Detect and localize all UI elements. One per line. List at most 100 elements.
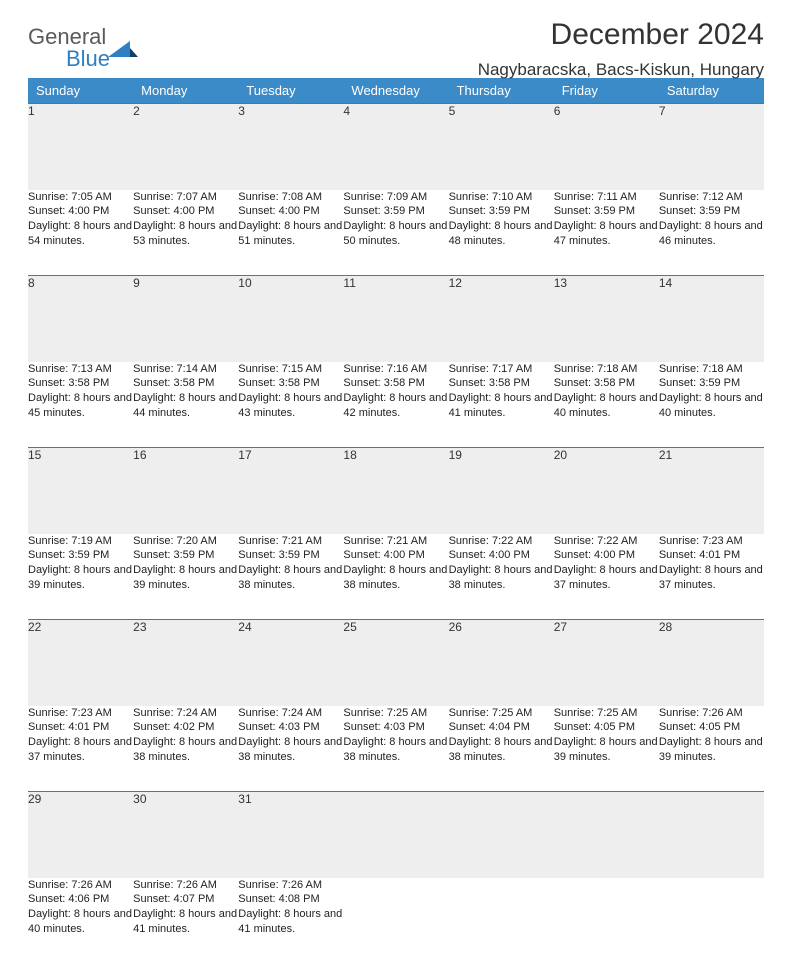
day-number-cell: 29 bbox=[28, 792, 133, 878]
day-content-cell: Sunrise: 7:07 AMSunset: 4:00 PMDaylight:… bbox=[133, 190, 238, 276]
sunset-text: Sunset: 4:00 PM bbox=[28, 204, 133, 219]
daylight-text: Daylight: 8 hours and 39 minutes. bbox=[28, 563, 133, 593]
day-content-cell: Sunrise: 7:21 AMSunset: 3:59 PMDaylight:… bbox=[238, 534, 343, 620]
sunset-text: Sunset: 3:59 PM bbox=[133, 548, 238, 563]
day-content-cell: Sunrise: 7:25 AMSunset: 4:03 PMDaylight:… bbox=[343, 706, 448, 792]
calendar-body: 1234567Sunrise: 7:05 AMSunset: 4:00 PMDa… bbox=[28, 104, 764, 964]
daylight-text: Daylight: 8 hours and 53 minutes. bbox=[133, 219, 238, 249]
weekday-header: Monday bbox=[133, 78, 238, 104]
sunrise-text: Sunrise: 7:20 AM bbox=[133, 534, 238, 549]
day-number-cell: 4 bbox=[343, 104, 448, 190]
day-content-cell: Sunrise: 7:26 AMSunset: 4:06 PMDaylight:… bbox=[28, 878, 133, 964]
day-number-cell: 25 bbox=[343, 620, 448, 706]
sunset-text: Sunset: 4:03 PM bbox=[238, 720, 343, 735]
sunrise-text: Sunrise: 7:12 AM bbox=[659, 190, 764, 205]
daylight-text: Daylight: 8 hours and 41 minutes. bbox=[133, 907, 238, 937]
day-content-cell: Sunrise: 7:21 AMSunset: 4:00 PMDaylight:… bbox=[343, 534, 448, 620]
sunrise-text: Sunrise: 7:22 AM bbox=[554, 534, 659, 549]
daylight-text: Daylight: 8 hours and 37 minutes. bbox=[28, 735, 133, 765]
sunset-text: Sunset: 3:58 PM bbox=[554, 376, 659, 391]
logo: General Blue bbox=[28, 24, 138, 76]
daylight-text: Daylight: 8 hours and 37 minutes. bbox=[659, 563, 764, 593]
daylight-text: Daylight: 8 hours and 41 minutes. bbox=[238, 907, 343, 937]
daylight-text: Daylight: 8 hours and 40 minutes. bbox=[28, 907, 133, 937]
day-number-cell bbox=[449, 792, 554, 878]
day-number-cell: 24 bbox=[238, 620, 343, 706]
location: Nagybaracska, Bacs-Kiskun, Hungary bbox=[478, 60, 764, 80]
day-number-cell: 26 bbox=[449, 620, 554, 706]
day-content-cell: Sunrise: 7:18 AMSunset: 3:58 PMDaylight:… bbox=[554, 362, 659, 448]
sunset-text: Sunset: 3:59 PM bbox=[449, 204, 554, 219]
sunrise-text: Sunrise: 7:08 AM bbox=[238, 190, 343, 205]
daylight-text: Daylight: 8 hours and 45 minutes. bbox=[28, 391, 133, 421]
weekday-header: Saturday bbox=[659, 78, 764, 104]
sunset-text: Sunset: 4:05 PM bbox=[659, 720, 764, 735]
sunset-text: Sunset: 3:58 PM bbox=[343, 376, 448, 391]
day-content-cell: Sunrise: 7:24 AMSunset: 4:03 PMDaylight:… bbox=[238, 706, 343, 792]
day-number-cell: 20 bbox=[554, 448, 659, 534]
day-number-cell: 12 bbox=[449, 276, 554, 362]
sunrise-text: Sunrise: 7:25 AM bbox=[554, 706, 659, 721]
daylight-text: Daylight: 8 hours and 38 minutes. bbox=[133, 735, 238, 765]
sunrise-text: Sunrise: 7:07 AM bbox=[133, 190, 238, 205]
logo-word2: Blue bbox=[66, 46, 110, 71]
day-content-cell: Sunrise: 7:12 AMSunset: 3:59 PMDaylight:… bbox=[659, 190, 764, 276]
day-number-cell: 17 bbox=[238, 448, 343, 534]
weekday-header: Wednesday bbox=[343, 78, 448, 104]
sunset-text: Sunset: 3:59 PM bbox=[238, 548, 343, 563]
sunset-text: Sunset: 3:59 PM bbox=[659, 376, 764, 391]
weekday-header: Sunday bbox=[28, 78, 133, 104]
day-number-cell: 15 bbox=[28, 448, 133, 534]
sunrise-text: Sunrise: 7:10 AM bbox=[449, 190, 554, 205]
day-content-cell: Sunrise: 7:24 AMSunset: 4:02 PMDaylight:… bbox=[133, 706, 238, 792]
day-number-cell: 23 bbox=[133, 620, 238, 706]
sunset-text: Sunset: 4:06 PM bbox=[28, 892, 133, 907]
day-number-cell bbox=[343, 792, 448, 878]
sunrise-text: Sunrise: 7:26 AM bbox=[238, 878, 343, 893]
daylight-text: Daylight: 8 hours and 50 minutes. bbox=[343, 219, 448, 249]
daylight-text: Daylight: 8 hours and 47 minutes. bbox=[554, 219, 659, 249]
sunrise-text: Sunrise: 7:18 AM bbox=[554, 362, 659, 377]
day-number-cell: 18 bbox=[343, 448, 448, 534]
day-content-cell bbox=[554, 878, 659, 964]
day-content-cell: Sunrise: 7:22 AMSunset: 4:00 PMDaylight:… bbox=[554, 534, 659, 620]
month-title: December 2024 bbox=[478, 18, 764, 52]
day-content-cell: Sunrise: 7:26 AMSunset: 4:07 PMDaylight:… bbox=[133, 878, 238, 964]
day-content-cell bbox=[659, 878, 764, 964]
sunrise-text: Sunrise: 7:23 AM bbox=[28, 706, 133, 721]
sunset-text: Sunset: 4:02 PM bbox=[133, 720, 238, 735]
week-content-row: Sunrise: 7:19 AMSunset: 3:59 PMDaylight:… bbox=[28, 534, 764, 620]
week-content-row: Sunrise: 7:13 AMSunset: 3:58 PMDaylight:… bbox=[28, 362, 764, 448]
daylight-text: Daylight: 8 hours and 38 minutes. bbox=[238, 563, 343, 593]
day-content-cell bbox=[449, 878, 554, 964]
daylight-text: Daylight: 8 hours and 38 minutes. bbox=[449, 563, 554, 593]
day-content-cell: Sunrise: 7:15 AMSunset: 3:58 PMDaylight:… bbox=[238, 362, 343, 448]
daylight-text: Daylight: 8 hours and 40 minutes. bbox=[554, 391, 659, 421]
sunrise-text: Sunrise: 7:21 AM bbox=[238, 534, 343, 549]
daylight-text: Daylight: 8 hours and 44 minutes. bbox=[133, 391, 238, 421]
sunset-text: Sunset: 4:08 PM bbox=[238, 892, 343, 907]
sunset-text: Sunset: 3:59 PM bbox=[659, 204, 764, 219]
sunset-text: Sunset: 3:59 PM bbox=[28, 548, 133, 563]
sunset-text: Sunset: 3:58 PM bbox=[238, 376, 343, 391]
weekday-header-row: SundayMondayTuesdayWednesdayThursdayFrid… bbox=[28, 78, 764, 104]
sunrise-text: Sunrise: 7:16 AM bbox=[343, 362, 448, 377]
daylight-text: Daylight: 8 hours and 37 minutes. bbox=[554, 563, 659, 593]
header: General Blue December 2024 Nagybaracska,… bbox=[28, 18, 764, 76]
sunrise-text: Sunrise: 7:05 AM bbox=[28, 190, 133, 205]
calendar-table: SundayMondayTuesdayWednesdayThursdayFrid… bbox=[28, 78, 764, 964]
daylight-text: Daylight: 8 hours and 48 minutes. bbox=[449, 219, 554, 249]
sunrise-text: Sunrise: 7:18 AM bbox=[659, 362, 764, 377]
logo-triangle-icon bbox=[108, 39, 138, 61]
day-content-cell: Sunrise: 7:22 AMSunset: 4:00 PMDaylight:… bbox=[449, 534, 554, 620]
day-number-cell: 9 bbox=[133, 276, 238, 362]
daylight-text: Daylight: 8 hours and 43 minutes. bbox=[238, 391, 343, 421]
sunrise-text: Sunrise: 7:15 AM bbox=[238, 362, 343, 377]
sunset-text: Sunset: 3:59 PM bbox=[343, 204, 448, 219]
day-content-cell: Sunrise: 7:18 AMSunset: 3:59 PMDaylight:… bbox=[659, 362, 764, 448]
sunrise-text: Sunrise: 7:26 AM bbox=[659, 706, 764, 721]
day-number-cell: 16 bbox=[133, 448, 238, 534]
day-content-cell: Sunrise: 7:13 AMSunset: 3:58 PMDaylight:… bbox=[28, 362, 133, 448]
day-content-cell: Sunrise: 7:19 AMSunset: 3:59 PMDaylight:… bbox=[28, 534, 133, 620]
sunset-text: Sunset: 4:01 PM bbox=[659, 548, 764, 563]
